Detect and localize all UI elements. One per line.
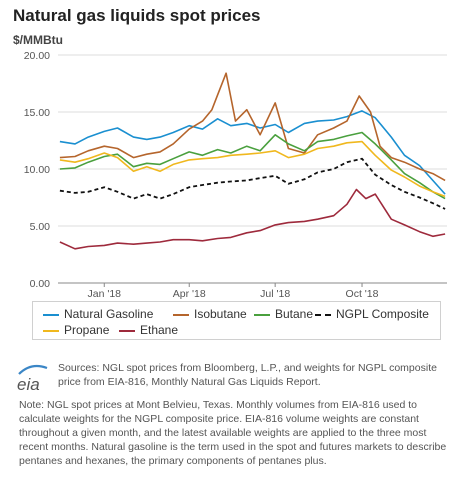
eia-logo-text: eia [17,375,40,394]
chart-legend: Natural Gasoline Isobutane Butane NGPL C… [32,301,441,340]
legend-label: NGPL Composite [336,307,429,321]
legend-label: Butane [275,307,314,321]
y-tick-label: 5.00 [30,221,51,233]
eia-logo-arc [18,364,48,375]
eia-logo: eia [17,364,48,394]
x-tick-label: Jan '18 [87,288,121,300]
line-chart: 0.00 5.00 10.00 15.00 20.00 Jan '18 Apr '18 Ju… [24,50,447,300]
y-tick-label: 20.00 [24,50,50,62]
legend-label: Isobutane [194,307,247,321]
legend-label: Ethane [140,323,179,337]
source-note: Sources: NGL spot prices from Bloomberg,… [58,362,437,388]
footnote: Note: NGL spot prices at Mont Belvieu, T… [19,399,447,467]
legend-item-ngpl-composite: NGPL Composite [315,307,429,321]
y-tick-label: 10.00 [24,164,50,176]
series-line-isobutane [59,72,446,182]
y-tick-label: 15.00 [24,107,50,119]
y-axis-unit: $/MMBtu [13,33,63,47]
y-axis-ticks: 0.00 5.00 10.00 15.00 20.00 [24,50,50,290]
series-line-propane [59,140,446,198]
legend-item-propane: Propane [43,323,109,337]
legend-label: Natural Gasoline [64,307,154,321]
legend-item-natural-gasoline: Natural Gasoline [43,307,153,321]
legend-swatch [119,329,135,332]
x-tick-label: Jul '18 [260,288,290,300]
legend-swatch [173,313,189,316]
legend-swatch [43,329,59,332]
legend-item-butane: Butane [254,307,313,321]
legend-item-isobutane: Isobutane [173,307,247,321]
legend-label: Propane [64,323,110,337]
x-tick-label: Apr '18 [173,288,206,300]
legend-swatch [43,313,59,316]
series-line-natural-gasoline [59,110,446,195]
y-tick-label: 0.00 [30,278,51,290]
x-tick-label: Oct '18 [346,288,379,300]
series-line-butane [59,131,446,200]
x-axis-ticks: Jan '18 Apr '18 Jul '18 Oct '18 [87,283,379,300]
legend-item-ethane: Ethane [119,323,178,337]
gridlines [58,54,447,284]
chart-title: Natural gas liquids spot prices [13,6,261,25]
legend-swatch [315,313,331,316]
series-line-ngpl-composite [59,157,446,210]
series-line-ethane [59,188,446,250]
legend-swatch [254,313,270,316]
series-lines [59,72,446,250]
